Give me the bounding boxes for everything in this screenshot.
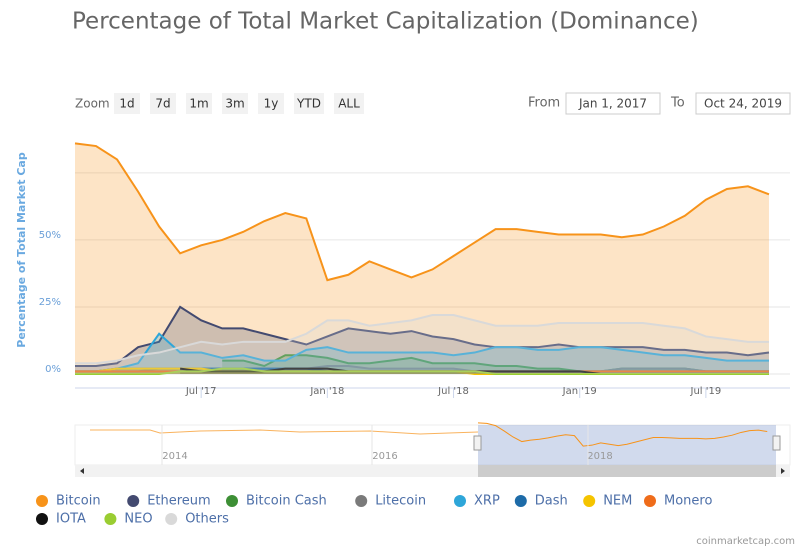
from-value: Jan 1, 2017: [578, 97, 647, 111]
series-line: [75, 305, 770, 367]
legend-label[interactable]: NEO: [124, 512, 152, 527]
legend-label[interactable]: Ethereum: [147, 494, 211, 509]
to-value: Oct 24, 2019: [704, 97, 782, 111]
zoom-button-label: 1m: [189, 97, 208, 111]
legend-label[interactable]: Others: [185, 512, 229, 527]
series-line: [75, 332, 769, 373]
legend-label[interactable]: Dash: [535, 494, 568, 509]
navigator-handle[interactable]: [473, 435, 482, 451]
y-axis-title: Percentage of Total Market Cap: [15, 152, 28, 348]
series-line: [75, 314, 769, 365]
legend-label[interactable]: Bitcoin Cash: [246, 494, 327, 509]
credits: coinmarketcap.com: [696, 536, 795, 547]
from-input[interactable]: [565, 92, 661, 115]
legend-marker[interactable]: [226, 495, 238, 507]
zoom-button[interactable]: [258, 93, 284, 114]
legend-label[interactable]: Monero: [664, 494, 712, 509]
zoom-label: Zoom: [75, 97, 110, 111]
from-label: From: [528, 96, 560, 111]
legend-marker[interactable]: [165, 513, 178, 525]
y-tick-label: 50%: [39, 230, 61, 241]
zoom-button-label: YTD: [296, 97, 321, 111]
legend-marker[interactable]: [514, 495, 527, 507]
legend-marker[interactable]: [355, 495, 368, 507]
to-input[interactable]: [695, 92, 791, 115]
zoom-button[interactable]: [114, 93, 140, 114]
legend-label[interactable]: NEM: [603, 494, 632, 509]
navigator-history: [90, 429, 479, 435]
navigator-line: [477, 422, 768, 447]
navigator-handle[interactable]: [772, 435, 781, 451]
zoom-button-label: 7d: [155, 97, 170, 111]
x-tick-label: Jan '19: [562, 386, 597, 397]
zoom-button-label: 1y: [264, 97, 279, 111]
y-tick-label: 0%: [45, 364, 61, 375]
zoom-button[interactable]: [334, 93, 364, 114]
zoom-button[interactable]: [294, 93, 324, 114]
series-area: [75, 315, 769, 374]
legend-label[interactable]: IOTA: [56, 512, 86, 527]
zoom-button[interactable]: [150, 93, 176, 114]
legend-marker[interactable]: [127, 495, 140, 507]
scrollbar-thumb[interactable]: [478, 465, 776, 477]
chart-title: Percentage of Total Market Capitalizatio…: [72, 9, 699, 35]
series-line: [74, 142, 770, 282]
legend-marker[interactable]: [644, 495, 656, 507]
zoom-button[interactable]: [186, 93, 212, 114]
plot-area: [74, 142, 790, 375]
y-tick-label: 25%: [39, 297, 61, 308]
navigator-label: 2014: [162, 451, 187, 462]
zoom-button-label: 3m: [225, 97, 244, 111]
x-tick-label: Jul '18: [437, 386, 469, 397]
zoom-button-label: ALL: [338, 97, 360, 111]
legend-marker[interactable]: [36, 513, 48, 525]
navigator-label: 2016: [372, 451, 397, 462]
navigator-selection[interactable]: [478, 425, 776, 465]
x-tick-label: Jul '19: [690, 386, 722, 397]
legend-label[interactable]: XRP: [474, 494, 500, 509]
series-area: [75, 333, 769, 374]
legend-marker[interactable]: [36, 495, 48, 507]
legend-label[interactable]: Litecoin: [375, 494, 426, 509]
navigator-label: 2018: [587, 451, 612, 462]
series-line: [75, 367, 769, 375]
legend-marker[interactable]: [104, 513, 117, 525]
x-tick-label: Jan '18: [309, 386, 344, 397]
to-label: To: [670, 96, 685, 111]
legend-label[interactable]: Bitcoin: [56, 494, 101, 509]
zoom-button[interactable]: [222, 93, 248, 114]
series-area: [75, 143, 769, 374]
zoom-button-label: 1d: [119, 97, 134, 111]
x-tick-label: Jul '17: [185, 386, 217, 397]
legend-marker[interactable]: [583, 495, 596, 507]
legend-marker[interactable]: [454, 495, 466, 507]
